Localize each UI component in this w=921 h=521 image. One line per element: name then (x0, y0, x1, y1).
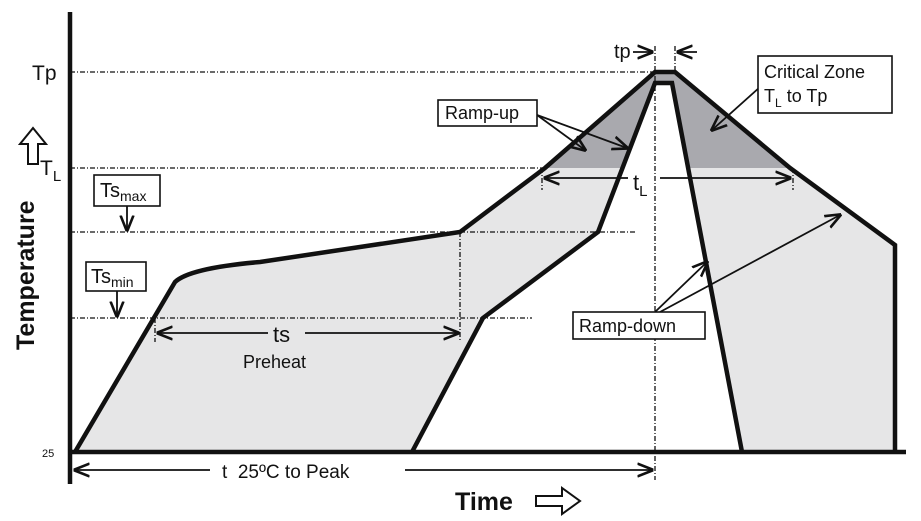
critical-zone-pointer (712, 86, 761, 130)
preheat-label: Preheat (243, 352, 306, 372)
tl-duration-label: tL (633, 170, 647, 200)
critical-zone (545, 72, 790, 168)
tsmin-label: Tsmin (91, 266, 134, 290)
baseline-25-label: 25 (42, 448, 54, 460)
critical-zone-box (757, 55, 893, 114)
right-arrow-icon (535, 486, 582, 516)
reference-lines (70, 46, 794, 480)
ramp-down-pointer-2 (659, 215, 840, 313)
ramp-up-box (437, 99, 538, 127)
ramp-down-label: Ramp-down (579, 316, 676, 336)
profile-outlines (73, 69, 898, 454)
tp-duration-label: tp (614, 41, 631, 63)
tl-label: TL (40, 157, 61, 185)
ts-label: ts (273, 322, 290, 347)
ramp-down-box (572, 311, 706, 340)
tp-label: Tp (32, 62, 57, 85)
ramp-up-pointer-2 (536, 114, 627, 148)
fast-profile-line (410, 80, 745, 454)
tsmax-box (93, 174, 161, 207)
ramp-up-pointer-1 (536, 114, 585, 150)
ramp-down-pointer-1 (654, 262, 707, 313)
profile-band (75, 72, 895, 452)
critical-zone-label-1: Critical Zone (764, 62, 865, 82)
x-axis-title: Time (455, 488, 513, 516)
up-arrow-icon (17, 126, 49, 165)
slow-profile-line (73, 69, 898, 454)
total-time-label: t 25ºC to Peak (222, 462, 350, 483)
tsmax-label: Tsmax (100, 180, 146, 204)
tsmin-box (85, 261, 147, 292)
critical-zone-label-2: TL to Tp (764, 86, 827, 110)
y-axis-title: Temperature (12, 200, 40, 350)
ramp-up-label: Ramp-up (445, 103, 519, 123)
